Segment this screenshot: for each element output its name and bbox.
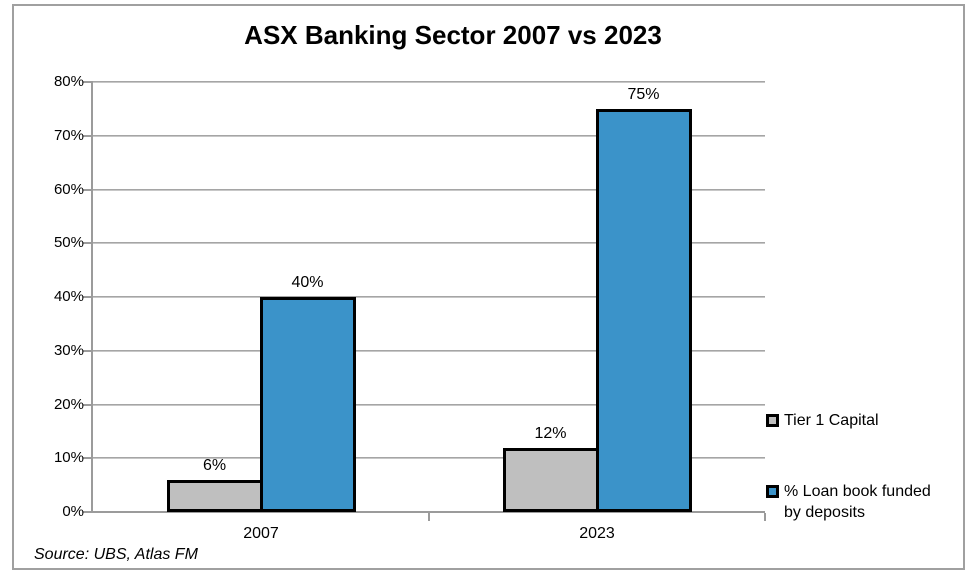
y-axis-tick-label: 80% xyxy=(53,73,84,90)
bar-value-label: 75% xyxy=(627,85,660,103)
x-axis-line xyxy=(91,511,765,513)
x-axis-tick xyxy=(764,513,766,521)
gridline xyxy=(93,242,765,245)
y-axis-tick-label: 50% xyxy=(53,234,84,252)
chart-border xyxy=(12,4,965,570)
gridline xyxy=(93,134,765,137)
category-label: 2023 xyxy=(579,525,615,542)
y-axis-tick xyxy=(83,457,93,460)
y-axis-tick-label: 10% xyxy=(53,449,84,467)
y-axis-tick xyxy=(83,349,93,352)
legend: Tier 1 Capital % Loan book funded by depo… xyxy=(766,0,956,580)
bar-value-label: 40% xyxy=(291,274,324,291)
y-axis-tick xyxy=(83,188,93,191)
y-axis-tick-label: 0% xyxy=(62,503,84,520)
legend-label: Tier 1 Capital xyxy=(784,412,879,429)
bar xyxy=(259,297,356,512)
legend-swatch-icon xyxy=(766,485,779,498)
legend-item: Tier 1 Capital xyxy=(766,410,879,431)
bar xyxy=(166,479,263,512)
y-axis-tick xyxy=(83,511,93,513)
y-axis-tick-label: 60% xyxy=(53,180,84,198)
x-axis-tick xyxy=(428,513,430,521)
y-axis-tick xyxy=(83,296,93,298)
legend-swatch-icon xyxy=(766,414,779,427)
gridline xyxy=(93,188,765,191)
bar xyxy=(502,447,599,512)
y-axis-tick xyxy=(83,134,93,137)
gridline xyxy=(93,296,765,298)
y-axis-tick xyxy=(83,81,93,83)
plot-area: 6% 40% 12% 75% xyxy=(83,81,766,521)
legend-label: % Loan book funded by deposits xyxy=(784,483,931,521)
y-axis-tick-label: 40% xyxy=(53,288,84,305)
y-axis-tick-label: 70% xyxy=(53,126,84,144)
y-axis-tick xyxy=(83,403,93,406)
bar-value-label: 12% xyxy=(534,424,567,442)
y-axis-tick xyxy=(83,242,93,245)
y-axis-tick-label: 20% xyxy=(53,395,84,413)
source-note: Source: UBS, Atlas FM xyxy=(34,546,198,563)
gridline xyxy=(93,457,765,460)
category-label: 2007 xyxy=(243,525,279,542)
gridline xyxy=(93,349,765,352)
legend-item: % Loan book funded by deposits xyxy=(766,481,942,523)
chart-title: ASX Banking Sector 2007 vs 2023 xyxy=(244,20,662,50)
bar xyxy=(595,108,692,512)
y-axis-tick-label: 30% xyxy=(53,341,84,359)
bar-value-label: 6% xyxy=(202,456,227,474)
gridline xyxy=(93,403,765,406)
gridline xyxy=(93,81,765,83)
